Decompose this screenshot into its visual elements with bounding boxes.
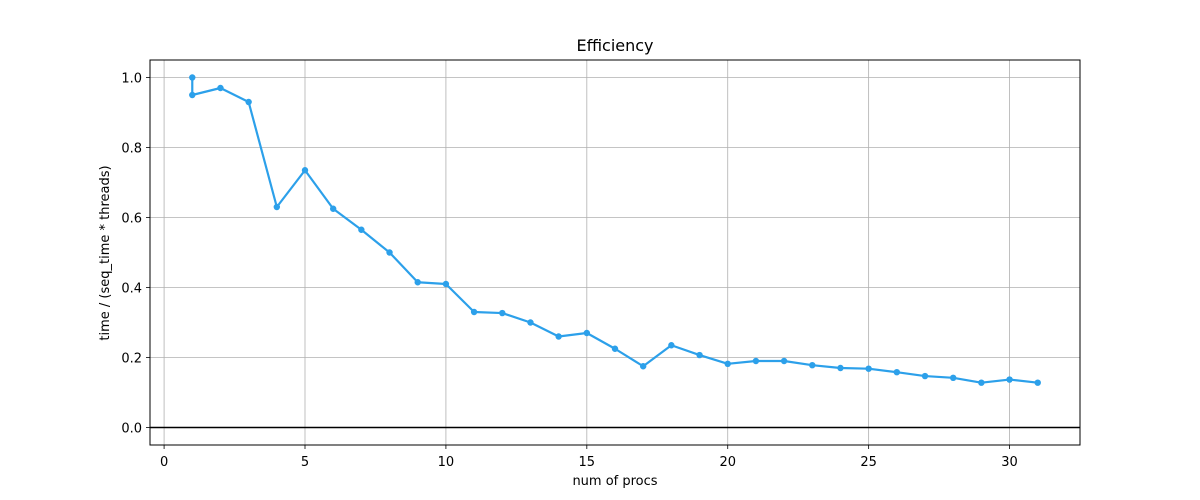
x-tick-label: 10 [438,455,455,470]
data-point [668,342,675,349]
data-point [780,357,788,365]
x-axis-ticks: 0 5 10 15 20 25 30 [160,445,1018,470]
series-group [189,74,1041,386]
data-point [1034,379,1041,386]
data-point [470,308,478,316]
x-tick-label: 20 [719,455,736,470]
y-tick-label: 0.6 [121,212,142,227]
data-point [217,84,224,92]
y-tick-label: 0.2 [121,352,142,367]
data-point [978,379,985,386]
grid-lines [150,60,1080,445]
data-point [949,374,957,381]
data-point [583,329,591,337]
data-point [1006,376,1013,383]
y-axis-label: time / (seq_time * threads) [98,165,113,340]
data-point [527,319,534,326]
data-point [893,369,901,376]
data-point [639,363,647,370]
series-line [191,77,1038,384]
data-point [611,345,619,352]
y-axis-ticks: 0.0 0.2 0.4 0.6 0.8 1.0 [121,72,150,437]
data-point [809,362,816,369]
x-tick-label: 15 [579,455,596,470]
plot-frame [149,59,1081,446]
data-point [752,357,760,365]
data-point [273,203,281,211]
data-point [724,360,731,367]
x-axis-label: num of procs [572,474,657,489]
data-point [329,205,337,212]
data-point [921,372,929,380]
data-point [499,309,506,317]
data-point [442,280,450,288]
y-tick-label: 1.0 [121,72,142,87]
data-point [555,333,562,340]
data-point [414,279,421,286]
x-tick-label: 25 [860,455,877,470]
y-tick-label: 0.4 [121,282,142,297]
x-tick-label: 30 [1001,455,1018,470]
data-point [696,351,703,359]
data-point [189,91,196,99]
x-tick-label: 0 [160,455,168,470]
data-point [245,98,252,106]
chart-title: Efficiency [576,36,653,55]
data-point [301,167,309,174]
plot-background [150,60,1080,445]
data-point [865,365,872,372]
y-tick-label: 0.8 [121,142,142,157]
data-point [189,74,196,81]
data-point [386,249,393,256]
data-point [837,364,844,372]
y-tick-label: 0.0 [121,422,142,437]
data-point [358,226,365,233]
x-tick-label: 5 [301,455,309,470]
